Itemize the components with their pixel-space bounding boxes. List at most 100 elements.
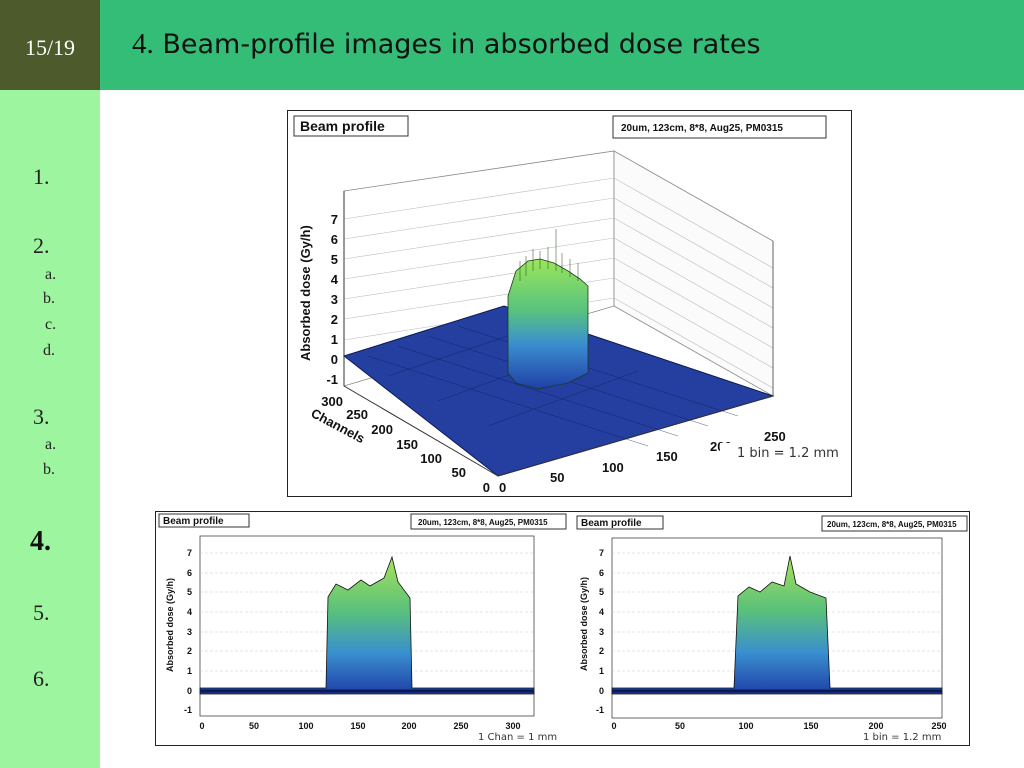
- z-axis-label: Absorbed dose (Gy/h): [298, 225, 313, 361]
- sidebar-item-3b[interactable]: b.: [43, 461, 55, 478]
- y-tick-labels: 7 6 5 4 3 2 1 0 -1: [184, 548, 192, 715]
- slide-header: 15/19 4. Beam-profile images in absorbed…: [0, 0, 1024, 90]
- peak-spikes: [519, 229, 579, 281]
- sidebar-item-3[interactable]: 3.: [33, 404, 50, 429]
- y-tick: 50: [452, 465, 466, 480]
- sidebar-item-2c[interactable]: c.: [45, 316, 57, 333]
- y-tick: 1: [187, 666, 192, 676]
- plot-title-box: [293, 115, 409, 137]
- sidebar-item-3a[interactable]: a.: [45, 436, 57, 453]
- y-tick-labels: 7 6 5 4 3 2 1 0 -1: [596, 548, 604, 715]
- y-tick: 4: [599, 607, 604, 617]
- y-tick: 4: [187, 607, 192, 617]
- y-tick: 1: [599, 666, 604, 676]
- x-tick: 300: [505, 721, 520, 731]
- plot-title: Beam profile: [163, 516, 224, 527]
- z-tick: 7: [331, 212, 338, 227]
- y-tick: 2: [187, 646, 192, 656]
- sidebar-item-2[interactable]: 2.: [33, 233, 50, 258]
- y-tick: 3: [599, 627, 604, 637]
- slide-title-text: Beam-profile images in absorbed dose rat…: [162, 29, 761, 60]
- lego-plot-3d: Beam profile 20um, 123cm, 8*8, Aug25, PM…: [293, 115, 850, 495]
- plot-stats: 20um, 123cm, 8*8, Aug25, PM0315: [827, 520, 957, 529]
- y-tick: 6: [187, 568, 192, 578]
- sidebar-item-5[interactable]: 5.: [33, 600, 50, 625]
- x-tick: 200: [868, 721, 883, 731]
- x-tick: 250: [764, 429, 786, 444]
- page-counter: 15/19: [0, 0, 100, 90]
- sidebar-item-2d[interactable]: d.: [43, 342, 55, 359]
- plot-stats-box: [612, 115, 827, 139]
- x-tick: 150: [656, 449, 678, 464]
- bottom-figures: Beam profile 20um, 123cm, 8*8, Aug25, PM…: [155, 511, 970, 746]
- y-tick: 100: [420, 451, 442, 466]
- plot-stats-box: [410, 513, 567, 530]
- x-tick-labels: 0 50 100 150 200 250: [499, 429, 786, 495]
- x-tick: 100: [602, 460, 624, 475]
- x-tick: 50: [675, 721, 685, 731]
- z-tick: 3: [331, 292, 338, 307]
- z-tick: 1: [331, 332, 338, 347]
- projection-plot-right: Beam profile 20um, 123cm, 8*8, Aug25, PM…: [576, 515, 968, 731]
- z-tick: 2: [331, 312, 338, 327]
- x-tick: 50: [550, 470, 564, 485]
- x-axis-line: [497, 395, 774, 477]
- sidebar-item-6[interactable]: 6.: [33, 666, 50, 691]
- x-tick-labels: 0 50 100 150 200 250: [611, 721, 946, 731]
- x-tick: 0: [499, 480, 506, 495]
- x-tick: 250: [931, 721, 946, 731]
- plot-title-box: [576, 515, 664, 530]
- y-tick: 300: [321, 394, 343, 409]
- top-3d-figure: Beam profile 20um, 123cm, 8*8, Aug25, PM…: [287, 110, 852, 497]
- sidebar-item-2a[interactable]: a.: [45, 266, 57, 283]
- slide-title: 4. Beam-profile images in absorbed dose …: [132, 28, 761, 61]
- y-tick: -1: [596, 705, 604, 715]
- y-tick: 2: [599, 646, 604, 656]
- y-tick: 250: [346, 407, 368, 422]
- z-tick: 5: [331, 252, 338, 267]
- sidebar-item-2b[interactable]: b.: [43, 290, 55, 307]
- x-tick: 250: [453, 721, 468, 731]
- plot-stats-box: [821, 515, 968, 532]
- back-gridlines: [343, 177, 774, 389]
- y-tick: 5: [187, 587, 192, 597]
- caption-box: [720, 443, 850, 495]
- y-tick: 0: [187, 686, 192, 696]
- y-tick: 0: [599, 686, 604, 696]
- y-axis-label: Absorbed dose (Gy/h): [165, 578, 175, 672]
- x-tick: 200: [401, 721, 416, 731]
- y-tick: 200: [371, 422, 393, 437]
- x-tick: 100: [298, 721, 313, 731]
- slide-title-number: 4.: [132, 28, 154, 60]
- y-axis-label: Absorbed dose (Gy/h): [579, 577, 589, 671]
- y-tick: -1: [184, 705, 192, 715]
- y-tick: 7: [599, 548, 604, 558]
- y-tick: 5: [599, 587, 604, 597]
- bottom-right-caption: 1 bin = 1.2 mm: [863, 732, 942, 743]
- sidebar-item-4-active[interactable]: 4.: [30, 526, 51, 557]
- y-axis-line: [343, 385, 499, 477]
- plot-stats: 20um, 123cm, 8*8, Aug25, PM0315: [621, 123, 783, 134]
- plot-title: Beam profile: [581, 518, 642, 529]
- plot-title-box: [158, 513, 250, 528]
- top-figure-caption: 1 bin = 1.2 mm: [737, 446, 839, 461]
- x-tick: 100: [738, 721, 753, 731]
- surface-peak: [507, 258, 589, 390]
- x-tick: 150: [803, 721, 818, 731]
- plot-stats: 20um, 123cm, 8*8, Aug25, PM0315: [418, 518, 548, 527]
- z-tick: -1: [326, 372, 338, 387]
- z-tick: 6: [331, 232, 338, 247]
- x-tick-labels: 0 50 100 150 200 250 300: [199, 721, 520, 731]
- plot-title: Beam profile: [300, 118, 385, 134]
- bottom-left-caption: 1 Chan = 1 mm: [478, 732, 558, 743]
- z-tick: 4: [331, 272, 339, 287]
- projection-plot-left: Beam profile 20um, 123cm, 8*8, Aug25, PM…: [158, 513, 567, 731]
- x-tick: 150: [350, 721, 365, 731]
- x-tick: 50: [249, 721, 259, 731]
- outline-sidebar: 1. 2. a. b. c. d. 3. a. b. 4. 5. 6.: [0, 90, 100, 768]
- x-tick: 0: [611, 721, 616, 731]
- y-tick: 3: [187, 627, 192, 637]
- y-tick: 6: [599, 568, 604, 578]
- y-tick: 150: [396, 437, 418, 452]
- sidebar-item-1[interactable]: 1.: [33, 164, 50, 189]
